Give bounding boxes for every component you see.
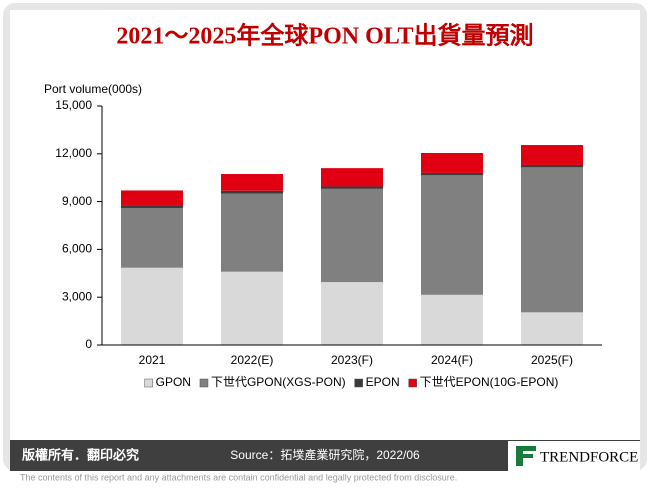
bar-segment <box>521 145 583 165</box>
bar-segment <box>421 175 483 295</box>
x-tick-label: 2025(F) <box>531 353 573 367</box>
legend-swatch <box>354 378 363 388</box>
legend-label: GPON <box>156 375 191 389</box>
legend-swatch <box>408 378 417 388</box>
legend-swatch <box>199 378 209 388</box>
bar-segment <box>221 174 283 191</box>
bar-segment <box>121 207 183 268</box>
bar-segment <box>421 294 483 345</box>
bar-segment <box>221 193 283 272</box>
bar-segment <box>321 186 383 189</box>
legend-label: EPON <box>366 375 400 389</box>
bar-segment <box>121 267 183 345</box>
bar-segment <box>321 188 383 283</box>
bar-segment <box>421 153 483 173</box>
y-tick-label: 0 <box>85 337 92 351</box>
disclaimer: The contents of this report and any atta… <box>20 472 457 482</box>
bar-segment <box>221 271 283 345</box>
rights: 版權所有．翻印必究 <box>22 447 139 462</box>
brand: TRENDFORCE <box>540 449 638 465</box>
bar-segment <box>521 164 583 168</box>
bar-segment <box>221 190 283 194</box>
bar-segment <box>321 168 383 187</box>
legend-label: 下世代EPON(10G-EPON) <box>420 375 559 389</box>
x-tick-label: 2021 <box>139 353 166 367</box>
x-tick-label: 2022(E) <box>231 353 274 367</box>
y-tick-label: 15,000 <box>55 98 92 112</box>
y-axis-label: Port volume(000s) <box>44 82 142 96</box>
logo-icon <box>516 446 536 466</box>
bar-segment <box>121 190 183 206</box>
bar-segment <box>121 205 183 208</box>
x-tick-label: 2023(F) <box>331 353 373 367</box>
y-tick-label: 9,000 <box>62 194 92 208</box>
bar-segment <box>321 282 383 345</box>
y-tick-label: 6,000 <box>62 242 92 256</box>
y-tick-label: 12,000 <box>55 146 92 160</box>
x-tick-label: 2024(F) <box>431 353 473 367</box>
bar-segment <box>521 312 583 345</box>
legend-swatch <box>144 378 153 388</box>
legend-label: 下世代GPON(XGS-PON) <box>211 375 346 389</box>
bar-segment <box>521 167 583 313</box>
y-tick-label: 3,000 <box>62 289 92 303</box>
chart-title: 2021～2025年全球PON OLT出貨量預測 <box>116 22 533 50</box>
source: Source：拓墣產業研究院，2022/06 <box>230 447 420 462</box>
bar-segment <box>421 172 483 176</box>
